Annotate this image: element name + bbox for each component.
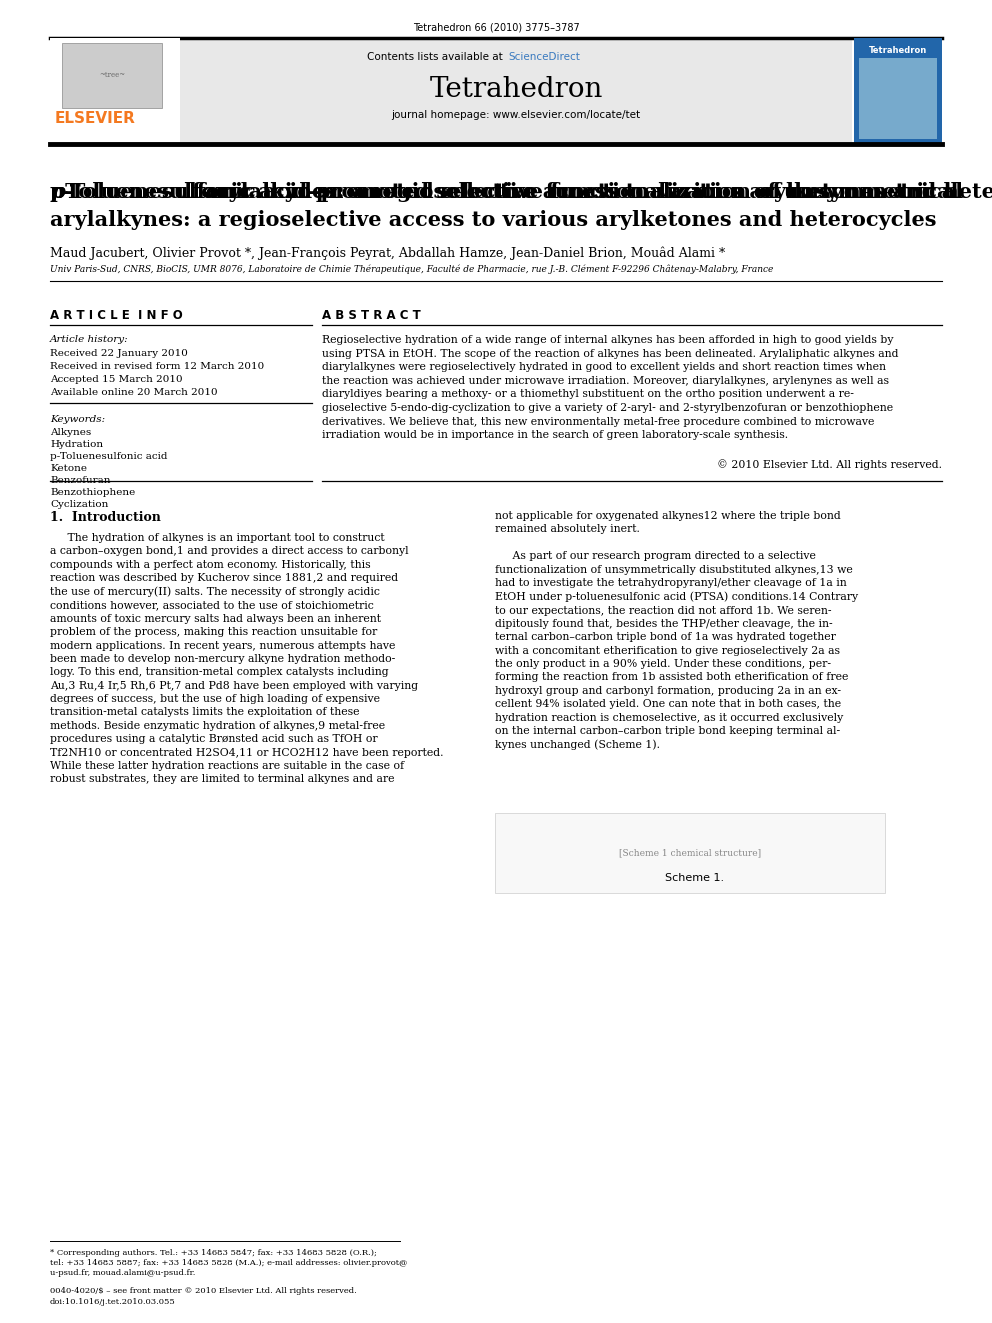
Bar bbox=[180, 38, 852, 144]
Text: © 2010 Elsevier Ltd. All rights reserved.: © 2010 Elsevier Ltd. All rights reserved… bbox=[717, 459, 942, 470]
Bar bbox=[854, 38, 942, 144]
Text: A B S T R A C T: A B S T R A C T bbox=[322, 310, 421, 321]
Text: [Scheme 1 chemical structure]: [Scheme 1 chemical structure] bbox=[619, 848, 761, 857]
Text: Tetrahedron: Tetrahedron bbox=[430, 75, 603, 103]
Text: ~tree~: ~tree~ bbox=[99, 71, 125, 79]
Text: Contents lists available at: Contents lists available at bbox=[367, 52, 506, 62]
Text: Received in revised form 12 March 2010: Received in revised form 12 March 2010 bbox=[50, 363, 264, 370]
Text: Hydration: Hydration bbox=[50, 441, 103, 448]
Text: not applicable for oxygenated alkynes12 where the triple bond
remained absolutel: not applicable for oxygenated alkynes12 … bbox=[495, 511, 841, 534]
Text: arylalkynes: a regioselective access to various arylketones and heterocycles: arylalkynes: a regioselective access to … bbox=[204, 183, 992, 202]
Text: ELSEVIER: ELSEVIER bbox=[55, 111, 136, 126]
Text: 1.  Introduction: 1. Introduction bbox=[50, 511, 161, 524]
Text: Ketone: Ketone bbox=[50, 464, 87, 474]
Text: Tetrahedron 66 (2010) 3775–3787: Tetrahedron 66 (2010) 3775–3787 bbox=[413, 22, 579, 32]
Text: Maud Jacubert, Olivier Provot *, Jean-François Peyrat, Abdallah Hamze, Jean-Dani: Maud Jacubert, Olivier Provot *, Jean-Fr… bbox=[50, 247, 725, 261]
Text: The hydration of alkynes is an important tool to construct
a carbon–oxygen bond,: The hydration of alkynes is an important… bbox=[50, 533, 443, 785]
Text: 0040-4020/$ – see front matter © 2010 Elsevier Ltd. All rights reserved.: 0040-4020/$ – see front matter © 2010 El… bbox=[50, 1287, 357, 1295]
Text: Benzothiophene: Benzothiophene bbox=[50, 488, 135, 497]
Text: Tetrahedron: Tetrahedron bbox=[869, 46, 928, 56]
Text: Regioselective hydration of a wide range of internal alkynes has been afforded i: Regioselective hydration of a wide range… bbox=[322, 335, 899, 441]
Text: Benzofuran: Benzofuran bbox=[50, 476, 110, 486]
Text: -Toluenesulfonic acid-promoted selective functionalization of unsymmetrical: -Toluenesulfonic acid-promoted selective… bbox=[60, 183, 958, 202]
Text: Keywords:: Keywords: bbox=[50, 415, 105, 423]
Text: doi:10.1016/j.tet.2010.03.055: doi:10.1016/j.tet.2010.03.055 bbox=[50, 1298, 176, 1306]
Text: p-Toluenesulfonic acid-promoted selective functionalization of unsymmetrical: p-Toluenesulfonic acid-promoted selectiv… bbox=[50, 183, 963, 202]
Text: Accepted 15 March 2010: Accepted 15 March 2010 bbox=[50, 374, 183, 384]
Text: Scheme 1.: Scheme 1. bbox=[666, 873, 724, 882]
Text: p-Toluenesulfonic acid: p-Toluenesulfonic acid bbox=[50, 452, 168, 460]
Text: p: p bbox=[50, 183, 64, 202]
Text: Article history:: Article history: bbox=[50, 335, 129, 344]
Text: journal homepage: www.elsevier.com/locate/tet: journal homepage: www.elsevier.com/locat… bbox=[392, 110, 641, 120]
Text: Cyclization: Cyclization bbox=[50, 500, 108, 509]
Bar bbox=[859, 58, 937, 139]
Text: ScienceDirect: ScienceDirect bbox=[508, 52, 580, 62]
Text: Alkynes: Alkynes bbox=[50, 429, 91, 437]
Text: Received 22 January 2010: Received 22 January 2010 bbox=[50, 349, 187, 359]
Bar bbox=[50, 38, 180, 144]
Text: Available online 20 March 2010: Available online 20 March 2010 bbox=[50, 388, 217, 397]
Text: As part of our research program directed to a selective
functionalization of uns: As part of our research program directed… bbox=[495, 552, 858, 750]
Text: A R T I C L E  I N F O: A R T I C L E I N F O bbox=[50, 310, 183, 321]
Text: Univ Paris-Sud, CNRS, BioCIS, UMR 8076, Laboratoire de Chimie Thérapeutique, Fac: Univ Paris-Sud, CNRS, BioCIS, UMR 8076, … bbox=[50, 265, 774, 274]
Text: arylalkynes: a regioselective access to various arylketones and heterocycles: arylalkynes: a regioselective access to … bbox=[50, 210, 936, 230]
Bar bbox=[495, 812, 885, 893]
Text: p: p bbox=[50, 183, 64, 202]
Bar bbox=[62, 44, 162, 108]
Text: * Corresponding authors. Tel.: +33 14683 5847; fax: +33 14683 5828 (O.R.);
tel: : * Corresponding authors. Tel.: +33 14683… bbox=[50, 1249, 408, 1277]
